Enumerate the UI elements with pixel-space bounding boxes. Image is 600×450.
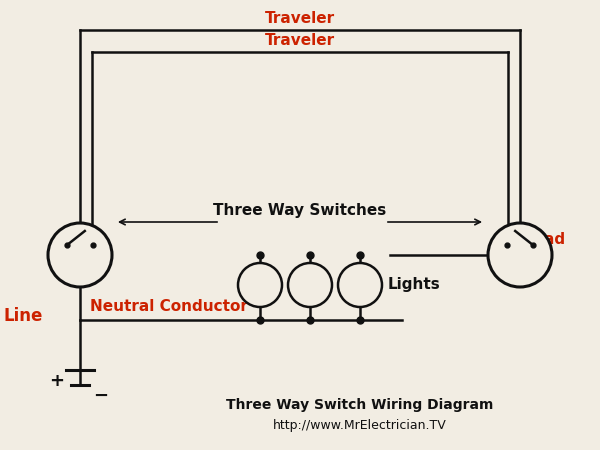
Circle shape [238, 263, 282, 307]
Text: Traveler: Traveler [265, 11, 335, 26]
Circle shape [48, 223, 112, 287]
Text: −: − [93, 387, 108, 405]
Text: Traveler: Traveler [265, 33, 335, 48]
Text: Neutral Conductor: Neutral Conductor [90, 299, 248, 314]
Circle shape [338, 263, 382, 307]
Text: +: + [49, 372, 64, 390]
Text: Three Way Switches: Three Way Switches [214, 202, 386, 217]
Text: Load: Load [525, 232, 566, 247]
Circle shape [288, 263, 332, 307]
Circle shape [488, 223, 552, 287]
Text: Three Way Switch Wiring Diagram: Three Way Switch Wiring Diagram [226, 398, 494, 412]
Text: Line: Line [4, 307, 43, 325]
Text: Lights: Lights [388, 278, 441, 292]
Text: http://www.MrElectrician.TV: http://www.MrElectrician.TV [273, 418, 447, 432]
